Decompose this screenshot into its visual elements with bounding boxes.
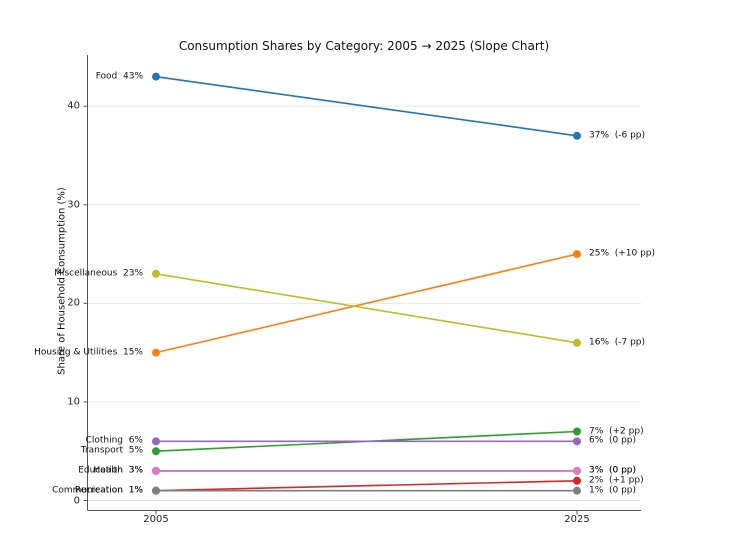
point-health-2005	[152, 466, 160, 475]
point-communication-2025	[573, 476, 581, 485]
y-tick-label-20: 20	[67, 297, 80, 309]
right-label-housing-utilities: 25% (+10 pp)	[589, 248, 656, 259]
right-label-communication: 2% (+1 pp)	[589, 475, 644, 486]
x-tick-label-2005: 2005	[143, 514, 169, 525]
left-label-education: Education 3%	[78, 465, 143, 476]
x-tick-label-2025: 2025	[564, 514, 590, 525]
point-clothing-2025	[573, 437, 581, 446]
right-label-miscellaneous: 16% (-7 pp)	[589, 337, 646, 348]
y-tick-label-40: 40	[67, 100, 80, 112]
point-recreation-2025	[573, 486, 581, 495]
left-label-communication: Communication 1%	[52, 484, 143, 495]
point-miscellaneous-2005	[152, 269, 160, 278]
right-label-recreation: 1% (0 pp)	[589, 484, 637, 495]
series-line-miscellaneous	[155, 272, 578, 344]
y-tick-label-0: 0	[73, 495, 80, 506]
point-housing-utilities-2025	[573, 250, 581, 259]
y-tick-label-10: 10	[67, 396, 80, 408]
series-line-communication	[155, 479, 578, 492]
point-clothing-2005	[152, 437, 160, 446]
point-miscellaneous-2025	[573, 338, 581, 347]
series-line-food	[155, 75, 578, 137]
left-label-housing-utilities: Housing & Utilities 15%	[34, 346, 143, 357]
point-food-2005	[152, 72, 160, 81]
point-housing-utilities-2005	[152, 348, 160, 357]
point-transport-2005	[152, 447, 160, 456]
chart-title: Consumption Shares by Category: 2005 → 2…	[178, 39, 550, 53]
right-label-transport: 7% (+2 pp)	[589, 425, 644, 436]
left-label-health: Health 3%	[93, 465, 143, 476]
left-label-clothing: Clothing 6%	[85, 435, 143, 446]
y-tick-label-30: 30	[67, 199, 80, 211]
point-recreation-2005	[152, 486, 160, 495]
left-label-food: Food 43%	[95, 70, 143, 81]
right-label-education: 3% (0 pp)	[589, 465, 637, 476]
left-label-miscellaneous: Miscellaneous 23%	[54, 268, 143, 279]
right-label-food: 37% (-6 pp)	[589, 130, 646, 141]
series-line-housing-utilities	[155, 253, 578, 354]
point-food-2025	[573, 131, 581, 140]
left-label-recreation: Recreation 1%	[74, 484, 143, 495]
left-label-transport: Transport 5%	[80, 445, 143, 456]
right-label-clothing: 6% (0 pp)	[589, 435, 637, 446]
point-health-2025	[573, 466, 581, 475]
point-transport-2025	[573, 427, 581, 436]
right-label-health: 3% (0 pp)	[589, 465, 637, 476]
